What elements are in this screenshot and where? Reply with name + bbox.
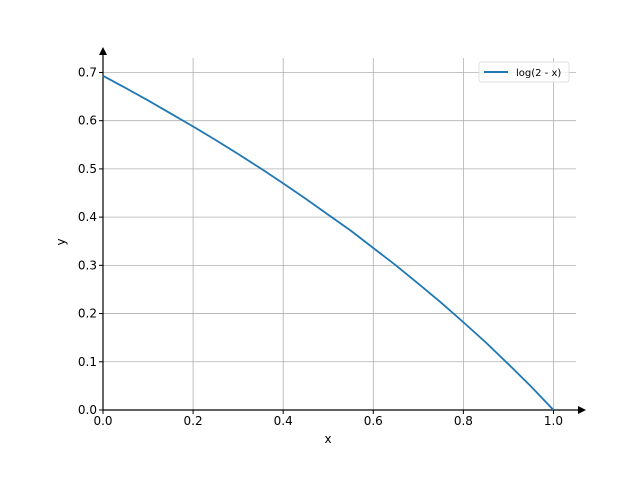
y-axis-arrow [99,47,107,55]
y-tick-label: 0.2 [78,307,97,321]
y-axis-label: y [54,238,68,245]
grid [102,58,576,411]
x-tick-label: 0.8 [454,414,473,428]
x-axis-arrow [578,406,586,414]
y-tick-label: 0.6 [78,114,97,128]
y-tick-label: 0.1 [78,355,97,369]
x-tick-label: 1.0 [544,414,563,428]
x-axis-label: x [324,432,331,446]
y-tick-label: 0.7 [78,65,97,79]
axes [99,47,586,414]
x-tick-label: 0.0 [93,414,112,428]
x-tick-label: 0.4 [274,414,293,428]
x-tick-label: 0.2 [184,414,203,428]
ticks: 0.0 0.2 0.4 0.6 0.8 1.0 0.0 0.1 0.2 0.3 0.4 0.5 0.6 0… [78,65,563,428]
y-tick-label: 0.0 [78,403,97,417]
legend-entry-label: log(2 - x) [516,68,561,79]
legend: log(2 - x) [478,61,570,83]
series-line [102,75,555,411]
legend-box [478,61,570,83]
x-tick-label: 0.6 [364,414,383,428]
y-tick-label: 0.5 [78,162,97,176]
series-layer [102,75,555,411]
y-tick-label: 0.4 [78,210,97,224]
y-tick-label: 0.3 [78,258,97,272]
